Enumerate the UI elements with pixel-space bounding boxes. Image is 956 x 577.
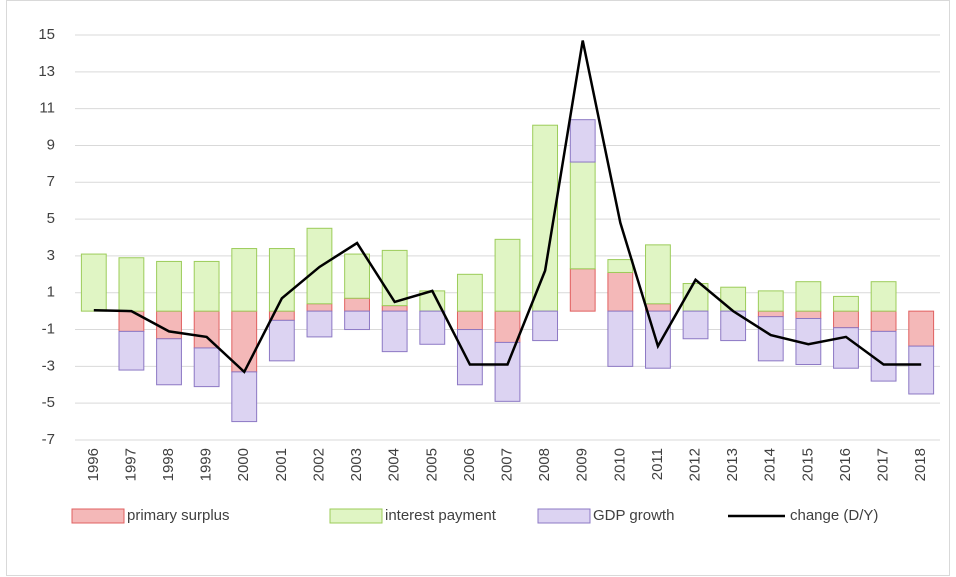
x-tick-label: 2018 xyxy=(912,448,929,481)
bar xyxy=(607,271,634,312)
y-tick-label: -5 xyxy=(42,394,55,411)
x-tick-label: 2005 xyxy=(423,448,440,481)
y-tick-label: 13 xyxy=(38,63,55,80)
bar xyxy=(757,310,784,318)
legend-swatch xyxy=(537,508,591,524)
x-tick-label: 2001 xyxy=(273,448,290,481)
legend-swatch xyxy=(329,508,383,524)
x-tick-label: 1997 xyxy=(122,448,139,481)
bar xyxy=(193,310,220,349)
bar xyxy=(833,310,859,329)
bar xyxy=(569,119,596,163)
x-tick-label: 2003 xyxy=(348,448,365,481)
bar xyxy=(268,319,295,362)
bar xyxy=(870,310,897,332)
bar xyxy=(268,248,295,312)
y-tick-label: -3 xyxy=(42,357,55,374)
y-tick-label: -7 xyxy=(42,431,55,448)
bar xyxy=(757,316,784,362)
bar xyxy=(381,249,408,307)
bar xyxy=(795,281,822,312)
bar xyxy=(419,310,446,345)
legend-label: primary surplus xyxy=(127,507,230,524)
legend-label: change (D/Y) xyxy=(790,507,878,524)
bar xyxy=(118,310,145,332)
bar xyxy=(306,310,333,338)
x-tick-label: 2009 xyxy=(574,448,591,481)
y-tick-label: 3 xyxy=(47,247,55,264)
x-tick-label: 2016 xyxy=(837,448,854,481)
bar xyxy=(231,371,258,423)
bar xyxy=(908,310,935,347)
bar xyxy=(80,253,107,312)
x-tick-label: 2006 xyxy=(461,448,478,481)
bar xyxy=(645,244,671,305)
x-tick-label: 2014 xyxy=(762,448,779,481)
bar xyxy=(833,295,859,312)
bar xyxy=(757,290,784,312)
line xyxy=(93,40,922,374)
bar xyxy=(456,310,483,331)
y-tick-label: 5 xyxy=(47,210,55,227)
y-tick-label: 11 xyxy=(39,100,55,117)
bar xyxy=(645,303,671,312)
legend-swatch xyxy=(71,508,125,524)
x-tick-label: 2013 xyxy=(724,448,741,481)
bar xyxy=(381,310,408,353)
y-tick-label: 15 xyxy=(38,26,55,43)
x-tick-label: 1999 xyxy=(198,448,215,481)
bar xyxy=(607,310,634,367)
bar xyxy=(118,330,145,371)
bar xyxy=(456,329,483,386)
x-tick-label: 2017 xyxy=(875,448,892,481)
bar xyxy=(569,161,596,270)
bar xyxy=(720,286,747,312)
bar xyxy=(645,310,671,369)
bar xyxy=(569,268,596,312)
x-tick-label: 2012 xyxy=(687,448,704,481)
bar xyxy=(231,248,258,312)
x-tick-label: 2010 xyxy=(611,448,628,481)
bar xyxy=(156,260,182,312)
bar xyxy=(193,347,220,388)
bar xyxy=(908,345,935,395)
y-tick-label: 9 xyxy=(47,136,55,153)
legend-label: interest payment xyxy=(385,507,497,524)
x-tick-label: 1998 xyxy=(160,448,177,481)
x-tick-label: 1996 xyxy=(85,448,102,481)
legend-label: GDP growth xyxy=(593,507,674,524)
bar xyxy=(381,305,408,312)
bar xyxy=(870,330,897,382)
bar xyxy=(344,297,370,312)
y-tick-label: 1 xyxy=(47,284,55,301)
x-tick-label: 2004 xyxy=(386,448,403,481)
x-tick-label: 2011 xyxy=(649,448,666,480)
bar xyxy=(833,327,859,369)
bar xyxy=(344,310,370,331)
bar xyxy=(494,310,521,343)
y-tick-label: 7 xyxy=(47,173,55,190)
bar xyxy=(682,310,709,340)
y-tick-label: -1 xyxy=(42,321,55,338)
x-tick-label: 2015 xyxy=(799,448,816,481)
x-tick-label: 2007 xyxy=(498,448,515,481)
bar xyxy=(532,310,559,342)
bar xyxy=(607,259,634,273)
bar xyxy=(306,303,333,312)
x-tick-label: 2002 xyxy=(310,448,327,481)
bar xyxy=(344,253,370,299)
bar xyxy=(494,238,521,312)
bar xyxy=(156,338,182,386)
bar xyxy=(870,281,897,312)
bar xyxy=(118,257,145,312)
bar xyxy=(494,341,521,402)
x-tick-label: 2008 xyxy=(536,448,553,481)
x-tick-label: 2000 xyxy=(235,448,252,481)
bar xyxy=(156,310,182,340)
bar xyxy=(193,260,220,312)
bar xyxy=(456,273,483,312)
bar xyxy=(795,310,822,319)
